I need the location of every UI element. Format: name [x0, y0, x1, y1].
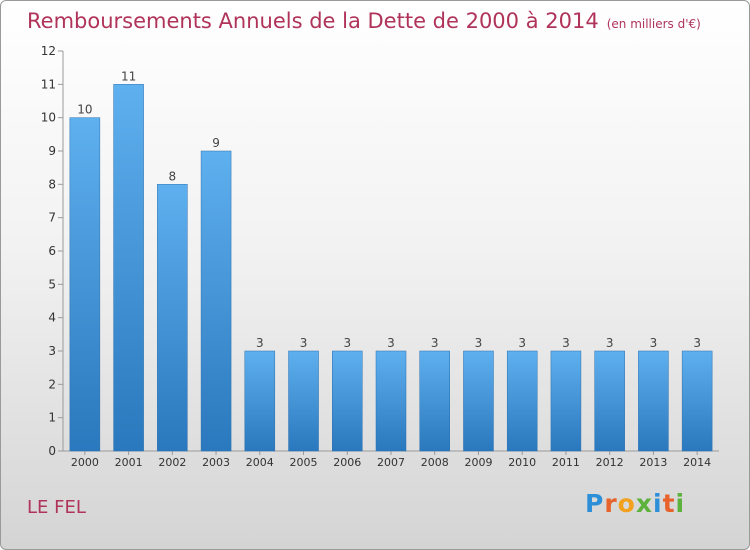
- bar: [550, 350, 582, 452]
- y-tick-label: 6: [48, 244, 56, 258]
- data-label: 3: [606, 336, 614, 350]
- logo-letter: P: [585, 489, 605, 518]
- x-tick-label: 2000: [71, 456, 99, 469]
- logo-letter: i: [675, 489, 686, 518]
- x-tick-label: 2010: [508, 456, 536, 469]
- unit-note: (en milliers d'€): [606, 17, 701, 31]
- bar: [638, 350, 669, 452]
- bar: [419, 350, 450, 452]
- data-label: 8: [169, 169, 177, 183]
- y-tick-label: 2: [48, 377, 56, 391]
- bar: [594, 350, 625, 452]
- y-tick-label: 3: [48, 344, 56, 358]
- bars: [69, 84, 713, 452]
- bar: [332, 350, 363, 452]
- place-name: LE FEL: [27, 497, 86, 518]
- data-label: 11: [121, 69, 136, 83]
- logo-letter: x: [635, 489, 653, 518]
- value-labels: 10 11 8 9 3 3 3 3 3 3 3 3 3 3 3: [77, 69, 701, 350]
- bar: [375, 350, 407, 452]
- data-label: 3: [387, 336, 395, 350]
- x-tick-label: 2001: [115, 456, 143, 469]
- x-tick-label: 2012: [596, 456, 624, 469]
- data-label: 3: [343, 336, 351, 350]
- data-label: 3: [431, 336, 439, 350]
- y-tick-label: 11: [41, 77, 56, 91]
- bar: [157, 184, 188, 452]
- y-tick-label: 5: [48, 277, 56, 291]
- logo-letter: o: [617, 489, 636, 518]
- x-tick-label: 2005: [290, 456, 318, 469]
- data-label: 3: [475, 336, 483, 350]
- x-tick-label: 2002: [158, 456, 186, 469]
- x-tick-label: 2003: [202, 456, 230, 469]
- x-tick-label: 2011: [552, 456, 580, 469]
- data-label: 3: [693, 336, 701, 350]
- data-label: 9: [212, 136, 220, 150]
- bar: [288, 350, 319, 452]
- y-tick-label: 7: [48, 211, 56, 225]
- data-label: 3: [562, 336, 570, 350]
- y-tick-label: 0: [48, 444, 56, 458]
- y-tick-label: 10: [41, 111, 56, 125]
- y-tick-label: 8: [48, 177, 56, 191]
- data-label: 3: [650, 336, 658, 350]
- bar: [69, 117, 101, 452]
- x-tick-label: 2014: [683, 456, 711, 469]
- bar: [463, 350, 494, 452]
- proxiti-logo: Proxiti: [585, 489, 685, 518]
- bar: [200, 150, 232, 452]
- data-label: 10: [77, 103, 92, 117]
- logo-letter: r: [604, 489, 618, 518]
- y-tick-label: 12: [41, 44, 56, 58]
- bar: [113, 84, 144, 452]
- bar: [244, 350, 276, 452]
- bar: [506, 350, 538, 452]
- logo-letter: t: [662, 489, 676, 518]
- data-label: 3: [256, 336, 264, 350]
- x-tick-label: 2007: [377, 456, 405, 469]
- data-label: 3: [518, 336, 526, 350]
- bar: [681, 350, 713, 452]
- x-tick-label: 2008: [421, 456, 449, 469]
- data-label: 3: [300, 336, 308, 350]
- x-tick-label: 2006: [333, 456, 361, 469]
- y-tick-label: 4: [48, 311, 56, 325]
- x-tick-label: 2013: [639, 456, 667, 469]
- y-tick-label: 9: [48, 144, 56, 158]
- x-tick-label: 2004: [246, 456, 274, 469]
- x-tick-label: 2009: [464, 456, 492, 469]
- chart-title: Remboursements Annuels de la Dette de 20…: [27, 9, 701, 33]
- y-tick-label: 1: [48, 411, 56, 425]
- chart-title-text: Remboursements Annuels de la Dette de 20…: [27, 9, 599, 33]
- logo-letter: i: [653, 489, 663, 518]
